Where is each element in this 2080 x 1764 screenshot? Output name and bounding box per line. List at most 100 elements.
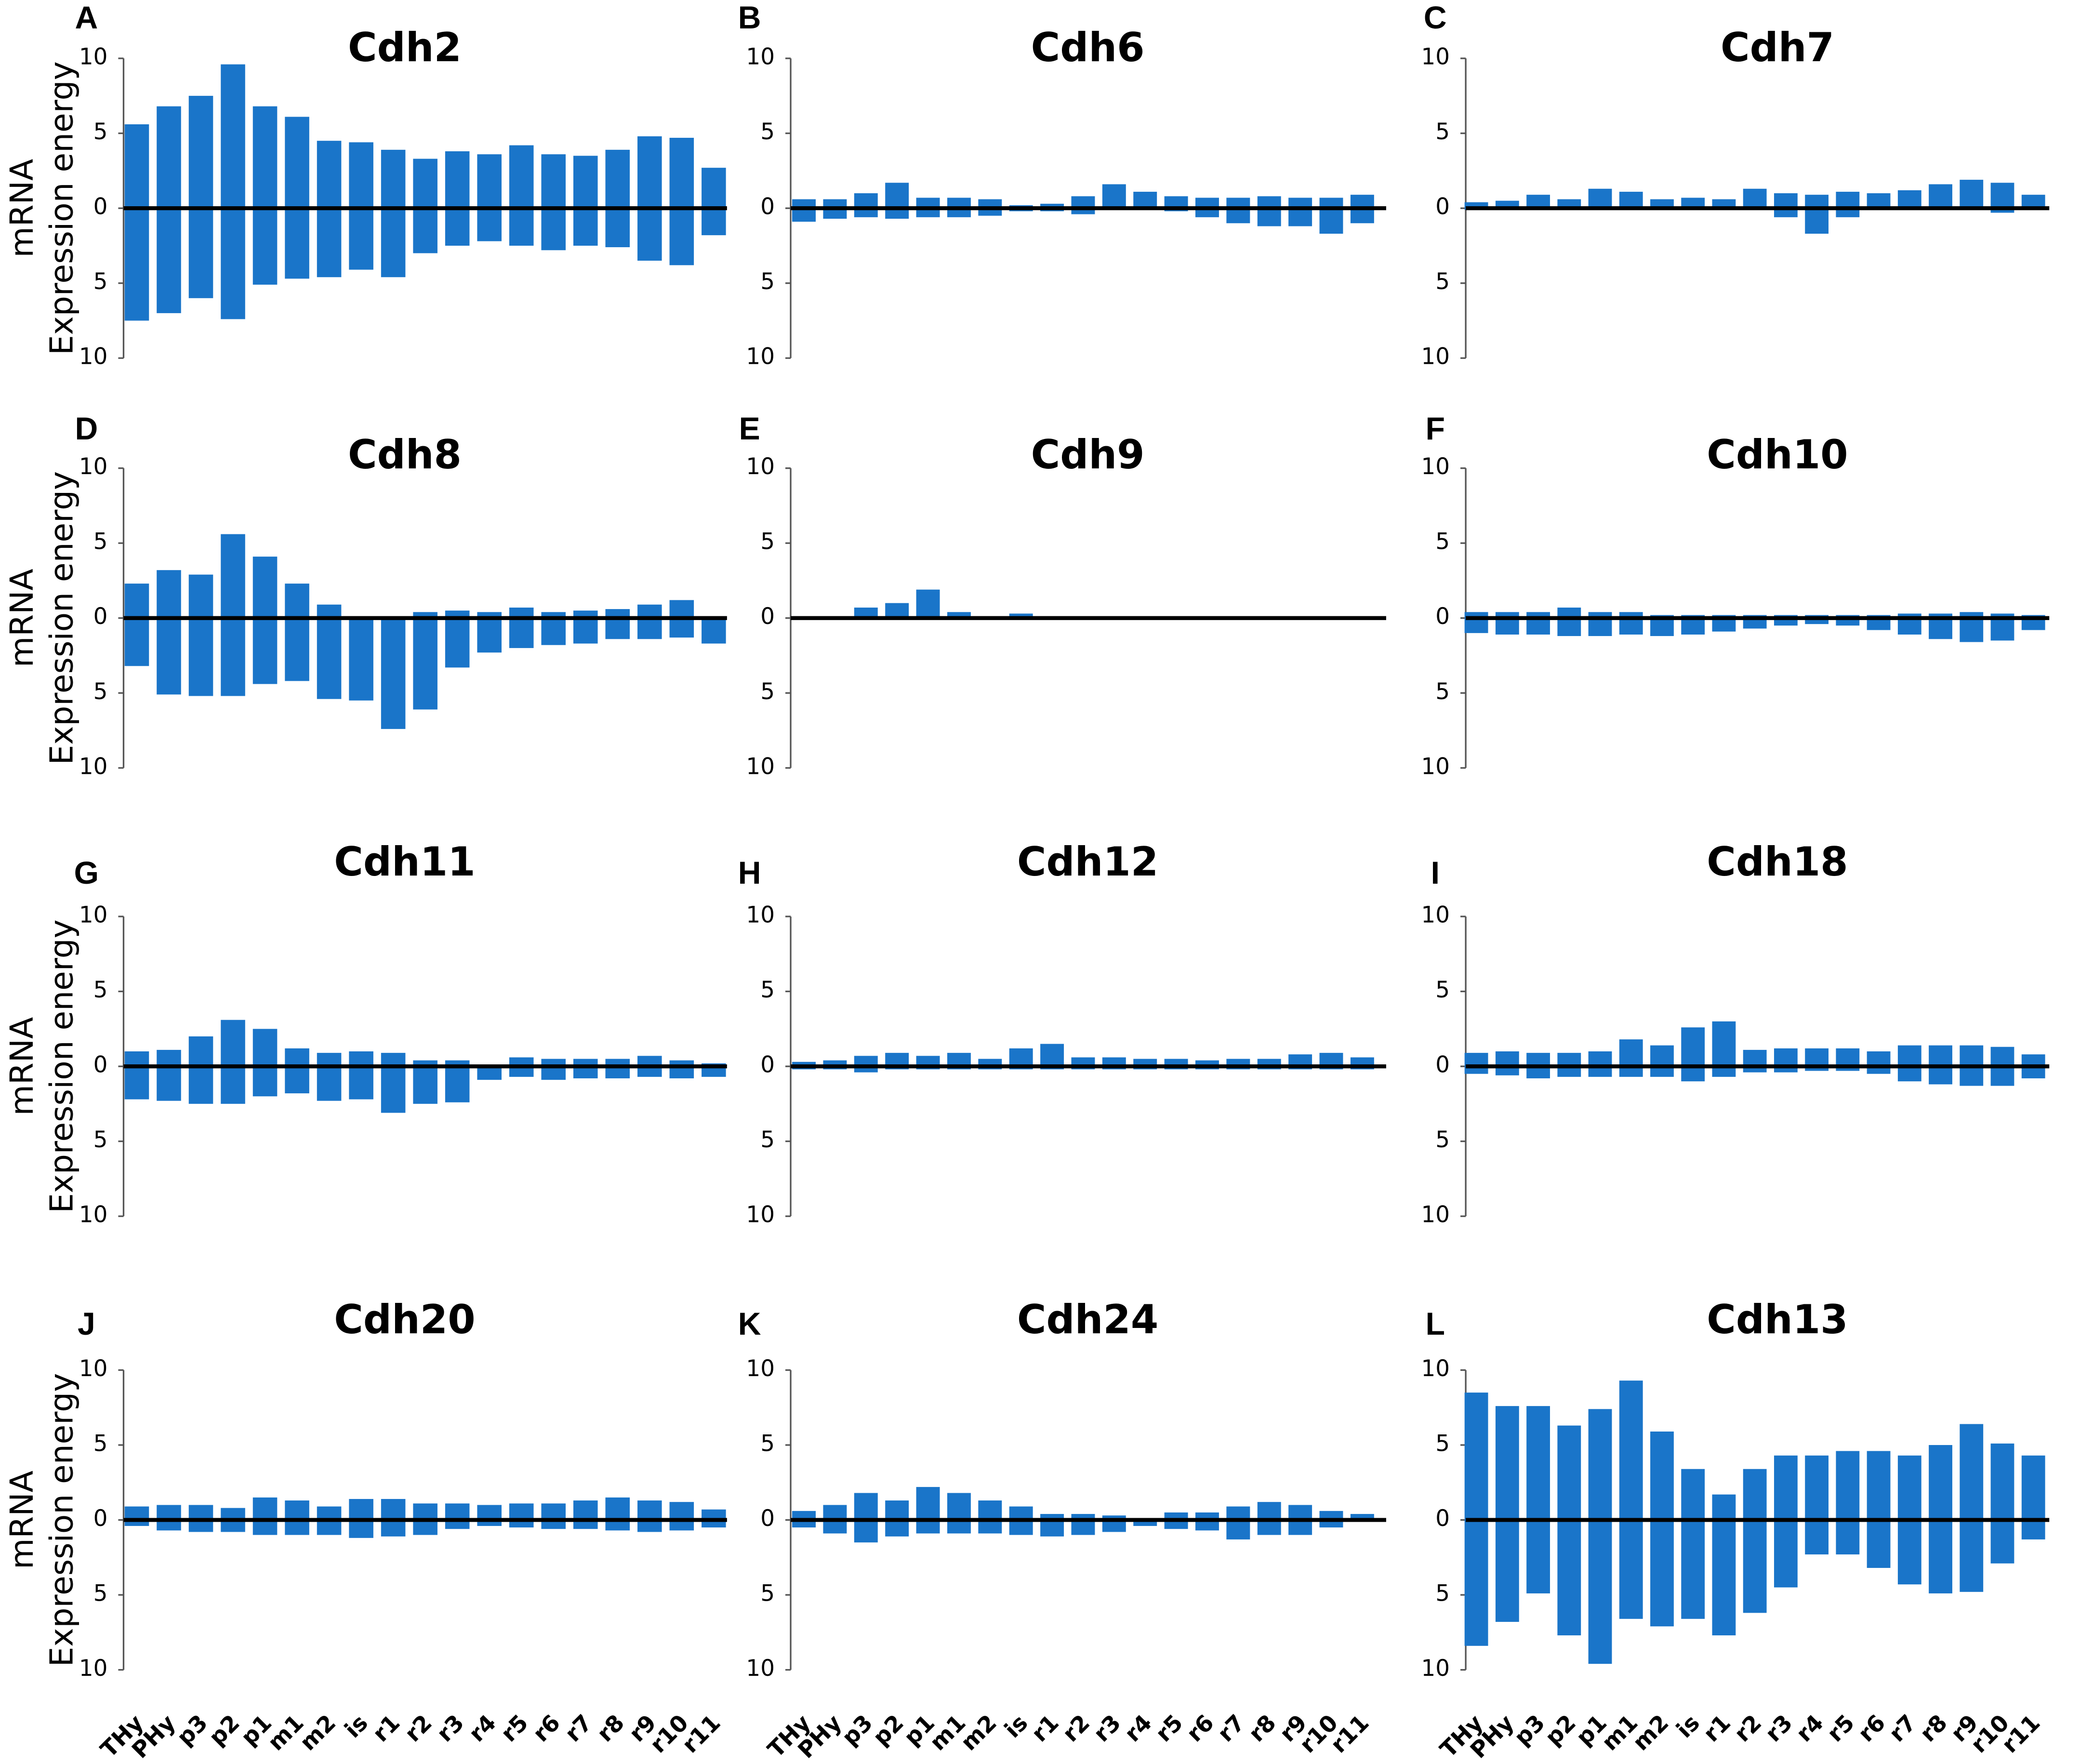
bar: [2021, 1066, 2045, 1078]
bar: [637, 1066, 662, 1077]
bar: [1650, 1045, 1674, 1067]
panel-letter: B: [738, 0, 761, 35]
bar: [1681, 1469, 1705, 1520]
bar: [381, 618, 406, 729]
bar: [947, 198, 971, 209]
y-tick-label: 10: [746, 44, 775, 70]
y-tick-label: 10: [1421, 902, 1450, 928]
bar: [541, 1503, 566, 1520]
panel-letter: H: [738, 855, 761, 890]
bar: [885, 1500, 909, 1520]
bar: [413, 159, 437, 209]
bar: [669, 137, 694, 209]
bar: [1319, 1053, 1343, 1067]
bar: [854, 1493, 878, 1520]
bar: [381, 1066, 406, 1113]
bar: [978, 1520, 1002, 1534]
bar: [317, 1520, 342, 1535]
bar: [1712, 1066, 1736, 1077]
panel-title: Cdh10: [1707, 432, 1848, 478]
bar: [1836, 1048, 1860, 1067]
y-tick-label: 10: [79, 902, 108, 928]
bar: [381, 1520, 406, 1537]
bar: [1557, 1066, 1581, 1077]
bar: [1774, 1455, 1798, 1520]
bar: [1712, 199, 1736, 209]
bar: [221, 618, 245, 696]
panel-title: Cdh24: [1017, 1297, 1158, 1343]
y-tick-label: 0: [1435, 1506, 1450, 1532]
panel: L Cdh131050510THyPHyp3p2p1m1m2isr1r2r3r4r…: [1421, 1297, 2050, 1764]
panel: B Cdh6 10 5 0 5 10: [738, 0, 1386, 370]
bar: [1040, 1044, 1064, 1067]
x-tick-label: m2: [956, 1710, 1002, 1756]
bar: [509, 618, 534, 648]
x-tick-label: is: [340, 1710, 373, 1743]
bar: [349, 1051, 373, 1067]
panel-title: Cdh11: [334, 839, 475, 885]
bar: [1897, 1066, 1921, 1082]
bar: [1774, 1520, 1798, 1588]
panel-letter: K: [738, 1306, 761, 1341]
bar: [1774, 208, 1798, 217]
bar: [1557, 1520, 1581, 1636]
bar: [1805, 195, 1829, 209]
bar: [317, 1506, 342, 1520]
bar: [317, 604, 342, 618]
bar: [1805, 1455, 1829, 1520]
bar: [252, 618, 278, 684]
panel-title: Cdh6: [1031, 25, 1145, 71]
bar: [1350, 195, 1374, 209]
bar: [1960, 1066, 1984, 1086]
y-tick-label: 10: [1421, 1656, 1450, 1682]
bar: [445, 618, 470, 668]
y-tick-label: 5: [1435, 269, 1450, 295]
bar: [509, 607, 534, 618]
bar: [1836, 191, 1860, 209]
bar: [413, 1066, 437, 1104]
bar: [637, 604, 662, 618]
panel-letter: F: [1426, 411, 1445, 446]
bar: [854, 1520, 878, 1543]
bar: [1526, 1053, 1550, 1067]
y-tick-label: 5: [760, 1581, 775, 1607]
bar: [252, 106, 278, 209]
bar: [509, 1057, 534, 1067]
bar: [1495, 1066, 1519, 1075]
panel: A Cdh2 10 5 0 5 10 mRNA Expression energy: [3, 0, 727, 370]
y-tick-label: 10: [1421, 754, 1450, 780]
bar: [1526, 195, 1550, 209]
bar: [1743, 1049, 1767, 1067]
bar: [157, 1066, 181, 1101]
bar: [349, 1066, 373, 1100]
y-tick-label: 5: [93, 679, 108, 705]
bar: [477, 208, 502, 241]
bar: [1588, 188, 1612, 209]
bar: [978, 1500, 1002, 1520]
bar: [1557, 618, 1581, 637]
bar: [1257, 196, 1281, 209]
y-tick-label: 5: [1435, 1127, 1450, 1153]
y-axis-label: Expression energy: [43, 1373, 80, 1667]
bar: [1990, 183, 2014, 209]
bar: [885, 1053, 909, 1067]
bar: [541, 618, 566, 645]
bar: [1897, 613, 1921, 618]
bar: [381, 149, 406, 209]
bar: [1681, 1520, 1705, 1619]
bar: [916, 208, 940, 217]
bar: [188, 208, 213, 298]
bar: [1867, 1051, 1891, 1067]
bar: [1743, 1520, 1767, 1613]
bar: [1557, 199, 1581, 209]
bar: [792, 1511, 816, 1520]
bar: [1071, 1057, 1095, 1067]
bar: [1526, 1520, 1550, 1593]
bar: [605, 609, 630, 618]
bar: [573, 1520, 598, 1529]
bar: [854, 193, 878, 209]
bar: [1226, 208, 1250, 224]
y-tick-label: 10: [79, 1356, 108, 1382]
bar: [1133, 191, 1157, 209]
